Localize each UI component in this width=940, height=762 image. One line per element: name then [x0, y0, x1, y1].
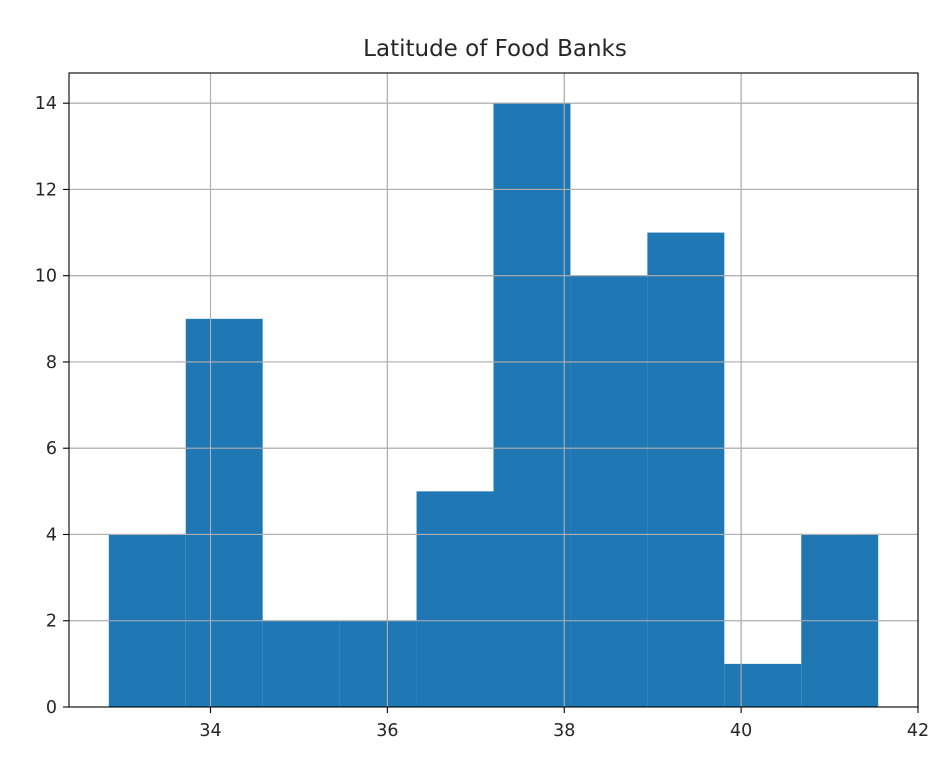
x-tick-label: 42 — [907, 721, 929, 741]
axes-border — [68, 72, 919, 708]
axes-frame — [68, 72, 919, 708]
y-tick-label: 4 — [46, 525, 57, 545]
x-tick-label: 38 — [553, 721, 575, 741]
y-tick-label: 2 — [46, 612, 57, 632]
y-tick-label: 12 — [35, 180, 57, 200]
histogram-bar — [570, 275, 648, 707]
x-tick-label: 36 — [376, 721, 398, 741]
histogram-bar — [647, 232, 725, 707]
histogram-bar — [262, 620, 340, 707]
y-tick-label: 8 — [46, 353, 57, 373]
y-tick-label: 14 — [35, 94, 57, 114]
x-tick-label: 34 — [199, 721, 221, 741]
histogram-bar — [339, 620, 417, 707]
y-tick-label: 0 — [46, 698, 57, 718]
chart-title: Latitude of Food Banks — [363, 36, 627, 62]
y-tick-label: 6 — [46, 439, 57, 459]
histogram-bar — [724, 663, 802, 707]
x-tick-label: 40 — [730, 721, 752, 741]
histogram-bar — [185, 318, 263, 707]
y-axis-ticks: 0 2 4 6 8 10 12 14 — [35, 94, 69, 718]
histogram-bar — [416, 491, 494, 707]
histogram-bars — [108, 103, 879, 707]
x-axis-ticks: 34 36 38 40 42 — [199, 707, 929, 741]
y-tick-label: 10 — [35, 267, 57, 287]
histogram-bar — [493, 103, 571, 707]
